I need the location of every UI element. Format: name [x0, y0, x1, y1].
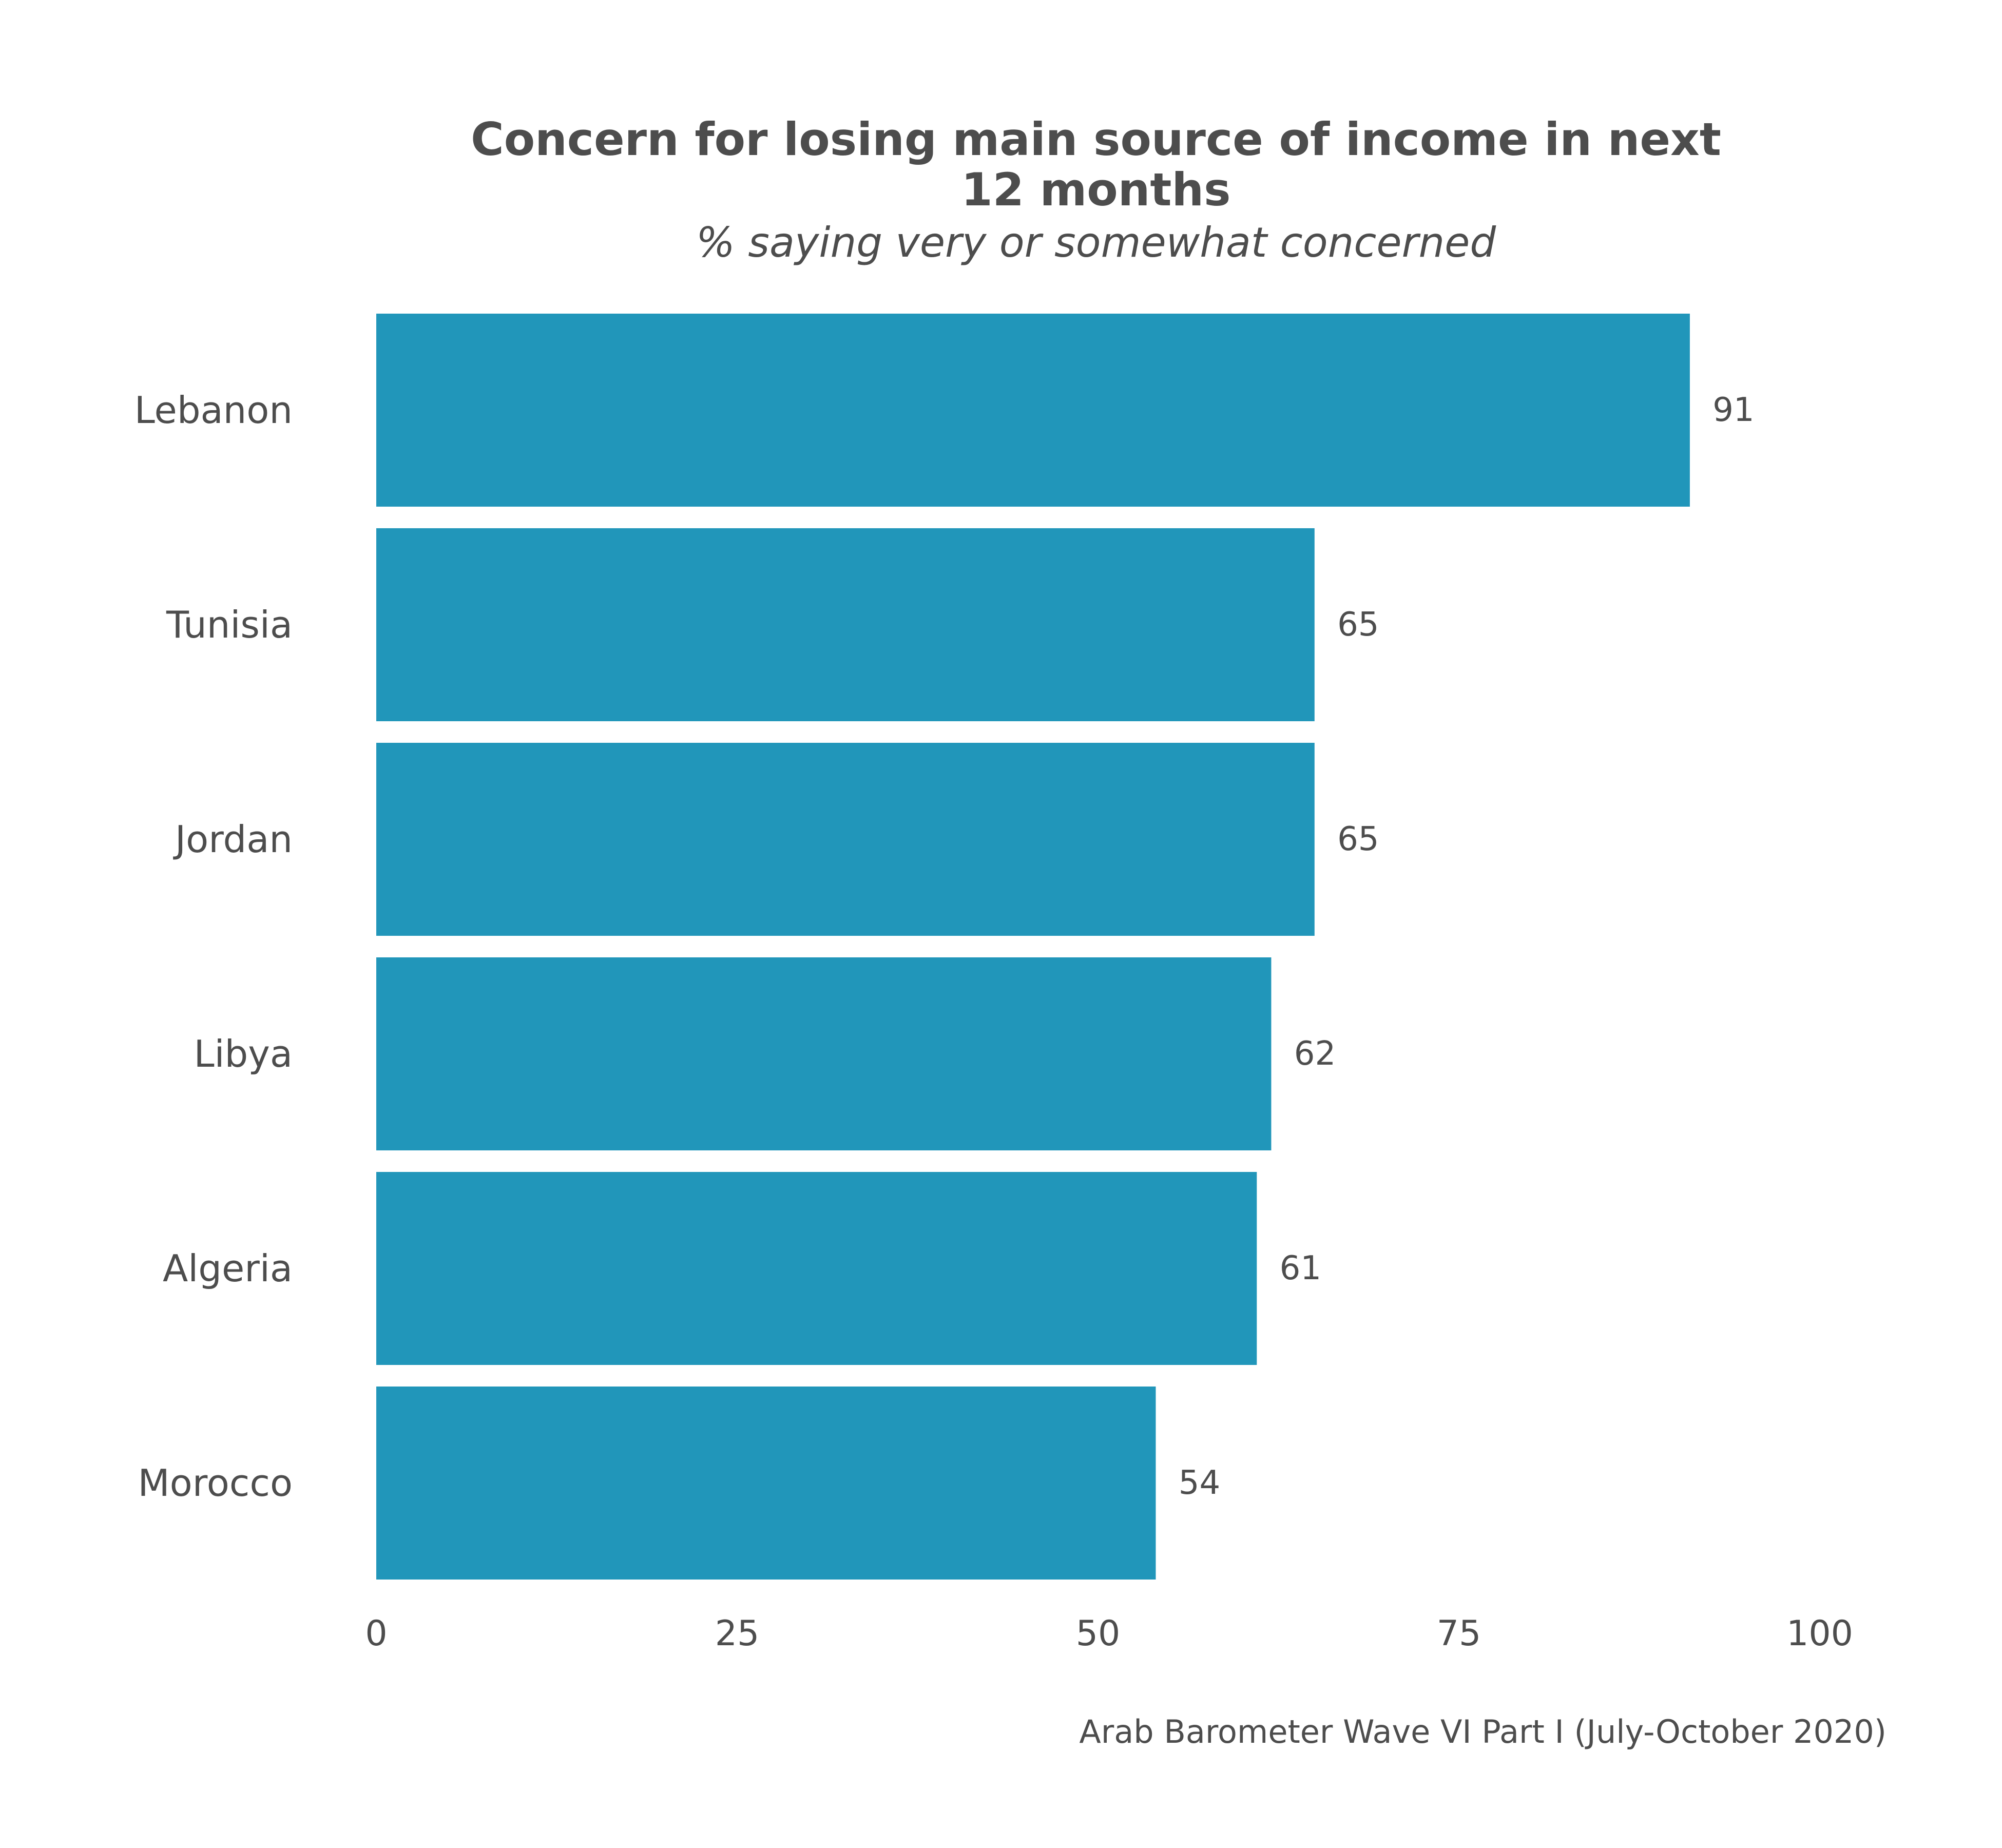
value-labels: 91 65 65 62 61 54 — [1179, 391, 1755, 1502]
bar-lebanon — [376, 314, 1690, 507]
value-label-libya: 62 — [1294, 1035, 1336, 1073]
x-tick-label-25: 25 — [715, 1613, 760, 1654]
x-tick-label-50: 50 — [1076, 1613, 1121, 1654]
x-axis-ticks: 0 25 50 75 100 — [365, 1613, 1853, 1654]
chart-title-line-2: 12 months — [961, 163, 1231, 216]
category-label-algeria: Algeria — [163, 1247, 293, 1290]
bar-tunisia — [376, 528, 1315, 721]
category-label-libya: Libya — [194, 1032, 293, 1075]
value-label-jordan: 65 — [1337, 820, 1379, 858]
x-tick-label-100: 100 — [1786, 1613, 1853, 1654]
chart-caption: Arab Barometer Wave VI Part I (July-Octo… — [1079, 1713, 1886, 1750]
bar-jordan — [376, 743, 1315, 936]
chart-subtitle: % saying very or somewhat concerned — [696, 219, 1497, 266]
x-tick-label-75: 75 — [1437, 1613, 1481, 1654]
bars — [376, 314, 1690, 1580]
value-label-algeria: 61 — [1280, 1249, 1321, 1287]
value-label-morocco: 54 — [1179, 1464, 1220, 1502]
category-label-lebanon: Lebanon — [134, 389, 293, 432]
bar-libya — [376, 957, 1272, 1150]
value-label-tunisia: 65 — [1337, 606, 1379, 644]
category-label-morocco: Morocco — [138, 1461, 293, 1505]
bar-algeria — [376, 1172, 1257, 1365]
category-label-jordan: Jordan — [173, 818, 293, 861]
value-label-lebanon: 91 — [1712, 391, 1754, 429]
category-labels: Lebanon Tunisia Jordan Libya Algeria Morocco — [134, 389, 293, 1505]
chart-title: Concern for losing main source of income… — [471, 113, 1721, 216]
category-label-tunisia: Tunisia — [166, 603, 293, 646]
chart-title-line-1: Concern for losing main source of income… — [471, 113, 1721, 166]
x-tick-label-0: 0 — [365, 1613, 387, 1654]
bar-morocco — [376, 1387, 1156, 1580]
